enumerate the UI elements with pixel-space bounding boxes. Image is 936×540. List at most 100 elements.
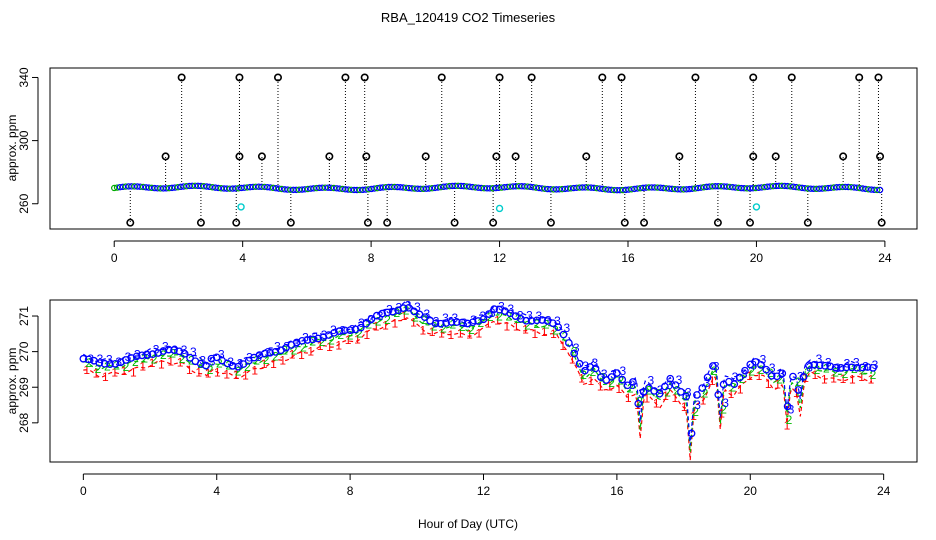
bottom-series-2-mark: 2 bbox=[580, 368, 587, 382]
bottom-series-1-mark: 1 bbox=[270, 357, 277, 371]
bottom-series-3-mark: 3 bbox=[545, 314, 552, 328]
bottom-series-3-mark: 3 bbox=[97, 352, 104, 366]
top-outlier-point bbox=[771, 152, 780, 161]
bottom-series-1-mark: 1 bbox=[223, 368, 230, 382]
top-baseline-point bbox=[168, 184, 176, 192]
top-baseline-point bbox=[535, 184, 543, 192]
bottom-series-1-mark: 1 bbox=[438, 326, 445, 340]
top-outlier-point bbox=[511, 152, 520, 161]
top-baseline-point bbox=[359, 186, 366, 194]
bottom-circle-point bbox=[95, 359, 104, 367]
bottom-series-3-mark: 3 bbox=[143, 348, 150, 362]
bottom-series-1-mark: 1 bbox=[466, 328, 473, 342]
top-baseline-point bbox=[116, 183, 124, 191]
bottom-circle-point bbox=[805, 361, 813, 370]
top-baseline-point bbox=[243, 184, 251, 191]
bottom-series-1-mark: 1 bbox=[513, 320, 520, 334]
bottom-series-1-mark: 1 bbox=[644, 391, 651, 405]
bottom-series-2-mark: 2 bbox=[337, 328, 344, 342]
top-baseline-point bbox=[816, 185, 823, 192]
top-cyan-point bbox=[237, 203, 245, 211]
bottom-series-2-mark: 2 bbox=[328, 333, 335, 347]
top-baseline-point bbox=[165, 184, 173, 192]
top-baseline-point bbox=[720, 183, 728, 190]
bottom-circle-point bbox=[378, 309, 386, 318]
bottom-circle-point bbox=[581, 366, 589, 375]
top-outlier-point bbox=[749, 73, 758, 82]
bottom-circle-point bbox=[340, 326, 349, 335]
bottom-circle-point bbox=[314, 334, 322, 343]
bottom-circle-point bbox=[847, 363, 856, 372]
bottom-series-1-mark: 1 bbox=[774, 378, 781, 392]
top-outlier-point bbox=[746, 218, 755, 227]
top-baseline-point bbox=[365, 186, 372, 193]
bottom-series-1-mark: 1 bbox=[83, 363, 90, 377]
bottom-series-2-mark: 2 bbox=[720, 402, 727, 416]
top-baseline-point bbox=[489, 185, 497, 192]
bottom-series-1-mark: 1 bbox=[784, 419, 791, 433]
bottom-circle-point bbox=[682, 392, 691, 401]
top-outlier-point bbox=[546, 218, 555, 227]
bottom-series-3-mark: 3 bbox=[657, 383, 664, 397]
bottom-series-2-mark: 2 bbox=[711, 364, 718, 378]
bottom-circle-point bbox=[255, 351, 264, 360]
top-baseline-point bbox=[602, 186, 609, 193]
top-baseline-point bbox=[654, 184, 661, 191]
bottom-circle-point bbox=[533, 316, 541, 325]
top-x-tick-label: 12 bbox=[493, 251, 507, 265]
bottom-series-3-mark: 3 bbox=[554, 314, 561, 328]
bottom-circle-point bbox=[495, 305, 504, 314]
top-outlier-point bbox=[325, 152, 334, 161]
top-baseline-point bbox=[368, 185, 375, 193]
top-panel: 0 4 8 12 16 20 24 260 300 340 approx. ppm bbox=[5, 67, 918, 265]
bottom-series-2-mark: 2 bbox=[141, 352, 148, 366]
top-outlier-point bbox=[617, 73, 626, 82]
top-baseline-point bbox=[764, 183, 771, 190]
top-baseline-point bbox=[362, 186, 369, 193]
bottom-circle-point bbox=[629, 378, 637, 386]
top-baseline-point bbox=[275, 185, 283, 192]
bottom-series-2-mark: 2 bbox=[496, 310, 503, 324]
top-baseline-point bbox=[171, 184, 179, 191]
bottom-series-1-mark: 1 bbox=[532, 327, 539, 341]
top-outlier-point bbox=[232, 218, 241, 227]
bottom-series-2-mark: 2 bbox=[870, 368, 877, 382]
top-baseline-point bbox=[402, 184, 410, 191]
top-baseline-point bbox=[755, 184, 762, 191]
top-baseline-point bbox=[400, 184, 407, 191]
top-outlier-point bbox=[257, 152, 266, 161]
bottom-series-2-mark: 2 bbox=[627, 382, 634, 396]
bottom-y-tick-label: 271 bbox=[17, 306, 31, 326]
top-baseline-point bbox=[634, 185, 641, 192]
top-baseline-point bbox=[541, 185, 549, 192]
top-baseline-point bbox=[631, 185, 638, 193]
bottom-series-1-mark: 1 bbox=[475, 326, 482, 340]
bottom-circle-point bbox=[570, 349, 579, 358]
top-baseline-point bbox=[683, 186, 690, 193]
bottom-circle-point bbox=[783, 402, 792, 411]
top-baseline-point bbox=[258, 183, 265, 190]
bottom-circle-point bbox=[292, 338, 301, 347]
top-baseline-point bbox=[784, 182, 791, 190]
bottom-series-2-mark: 2 bbox=[356, 326, 363, 340]
bottom-circle-point bbox=[202, 361, 210, 370]
bottom-series-2-mark: 2 bbox=[151, 352, 158, 366]
bottom-series-1-mark: 1 bbox=[102, 370, 109, 384]
top-baseline-point bbox=[527, 183, 534, 191]
bottom-series-3-mark: 3 bbox=[648, 373, 655, 387]
bottom-series-1-mark: 1 bbox=[391, 317, 398, 331]
bottom-circle-point bbox=[228, 362, 237, 370]
top-baseline-point bbox=[241, 184, 248, 191]
top-axes: 0 4 8 12 16 20 24 260 300 340 bbox=[17, 67, 892, 265]
top-baseline-point bbox=[761, 183, 768, 191]
chart-title: RBA_120419 CO2 Timeseries bbox=[381, 10, 556, 25]
bottom-circle-point bbox=[484, 310, 493, 318]
top-baseline-point bbox=[697, 184, 705, 191]
top-baseline-point bbox=[281, 186, 288, 193]
bottom-series-2-mark: 2 bbox=[702, 386, 709, 400]
top-baseline-point bbox=[570, 184, 577, 192]
bottom-circle-point bbox=[613, 369, 621, 377]
top-data-marks bbox=[111, 73, 886, 227]
top-baseline-point bbox=[665, 185, 673, 192]
top-outlier-point bbox=[839, 152, 848, 161]
